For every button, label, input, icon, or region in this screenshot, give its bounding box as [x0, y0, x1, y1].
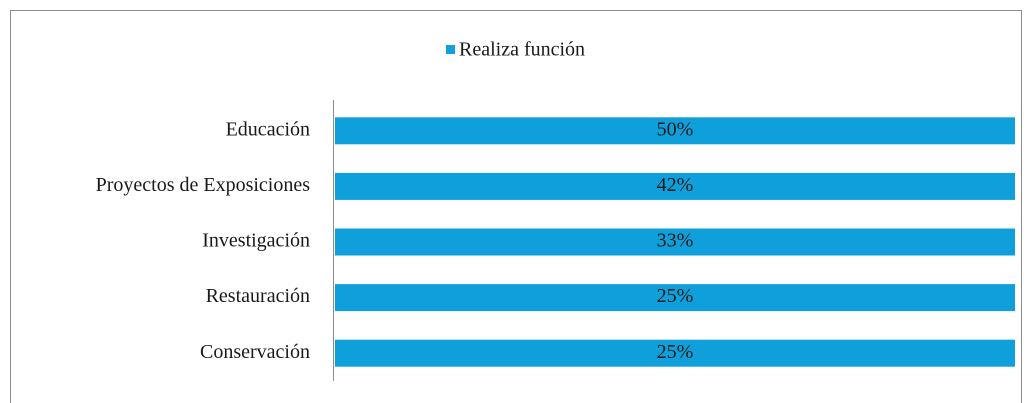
y-tick-label: Proyectos de Exposiciones: [96, 174, 311, 196]
bar: [335, 228, 1015, 256]
data-label: 42%: [657, 174, 694, 196]
data-label: 25%: [657, 341, 694, 363]
y-tick-label: Investigación: [202, 230, 310, 252]
bar: [335, 172, 1015, 200]
chart-border: [10, 10, 1022, 403]
bar: [335, 284, 1015, 312]
data-label: 50%: [657, 118, 694, 140]
y-tick-label: Conservación: [200, 341, 310, 363]
legend-label: Realiza función: [459, 39, 585, 61]
y-tick-label: Educación: [226, 118, 310, 140]
bar: [335, 339, 1015, 367]
y-tick-label: Restauración: [206, 285, 310, 307]
legend-swatch: [446, 45, 455, 54]
data-label: 25%: [657, 285, 694, 307]
data-label: 33%: [657, 230, 694, 252]
bar: [335, 117, 1015, 145]
